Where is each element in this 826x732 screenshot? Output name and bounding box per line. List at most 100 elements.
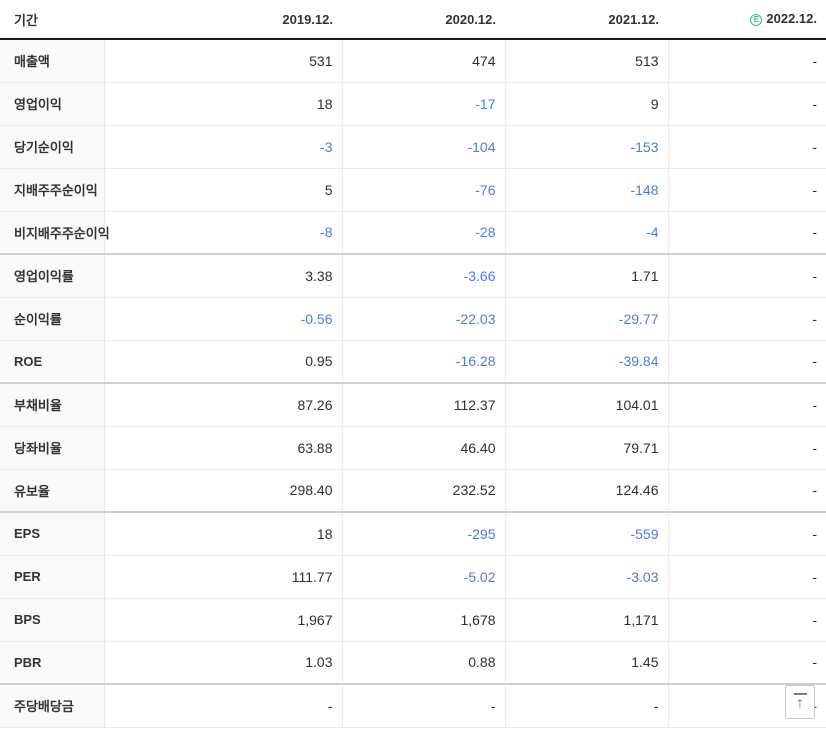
cell-value: 474 [341,39,505,82]
table-row: 지배주주순이익 5 -76 -148 - [0,168,826,211]
cell-value: 531 [104,39,342,82]
cell-value: 104.01 [504,383,668,426]
table-row: 순이익률 -0.56 -22.03 -29.77 - [0,297,826,340]
cell-value: 79.71 [504,426,668,469]
cell-value: -22.03 [341,297,505,340]
table-row: 영업이익 18 -17 9 - [0,82,826,125]
cell-value: 3.38 [104,254,342,297]
cell-value: 112.37 [341,383,505,426]
row-label: PBR [0,641,105,684]
cell-value: 1,967 [104,598,342,641]
cell-value: - [504,684,668,727]
cell-value: - [667,469,826,512]
table-row: 영업이익률 3.38 -3.66 1.71 - [0,254,826,297]
cell-value: -16.28 [341,340,505,383]
year-header-2022-label: 2022.12. [766,11,817,27]
cell-value: 124.46 [504,469,668,512]
cell-value: 18 [104,512,342,555]
cell-value: -4 [504,211,668,254]
year-header-2019: 2019.12. [104,0,342,40]
cell-value: - [104,684,342,727]
row-label: EPS [0,512,105,555]
cell-value: - [667,426,826,469]
cell-value: - [667,82,826,125]
cell-value: -29.77 [504,297,668,340]
table-row: 비지배주주순이익 -8 -28 -4 - [0,211,826,254]
cell-value: -76 [341,168,505,211]
cell-value: - [667,641,826,684]
cell-value: - [667,512,826,555]
row-label: 순이익률 [0,297,105,340]
cell-value: -3.66 [341,254,505,297]
cell-value: - [341,684,505,727]
row-label: 영업이익률 [0,254,105,297]
table-row: PBR 1.03 0.88 1.45 - [0,641,826,684]
year-header-2022: E 2022.12. [668,0,826,40]
table-row: BPS 1,967 1,678 1,171 - [0,598,826,641]
cell-value: - [667,125,826,168]
cell-value: - [667,211,826,254]
row-label: PER [0,555,105,598]
cell-value: - [667,598,826,641]
row-label: 비지배주주순이익 [0,211,110,254]
row-label: 당기순이익 [0,125,105,168]
cell-value: -3 [104,125,342,168]
year-header-2020: 2020.12. [342,0,505,40]
row-label: 지배주주순이익 [0,168,105,211]
row-label: BPS [0,598,105,641]
row-label: 유보율 [0,469,105,512]
cell-value: - [667,383,826,426]
cell-value: -104 [341,125,505,168]
cell-value: 232.52 [341,469,505,512]
row-label: 부채비율 [0,383,105,426]
cell-value: 5 [104,168,342,211]
cell-value: 111.77 [104,555,342,598]
cell-value: -3.03 [504,555,668,598]
cell-value: -28 [341,211,505,254]
period-column-header: 기간 [0,0,104,40]
cell-value: - [667,555,826,598]
table-row: 주당배당금 - - - - [0,684,826,727]
year-header-2021: 2021.12. [505,0,668,40]
table-row: 매출액 531 474 513 - [0,39,826,82]
row-label: 영업이익 [0,82,105,125]
scroll-top-arrow-icon: ↑ [796,694,804,712]
table-row: 부채비율 87.26 112.37 104.01 - [0,383,826,426]
table-row: ROE 0.95 -16.28 -39.84 - [0,340,826,383]
cell-value: -148 [504,168,668,211]
cell-value: - [667,297,826,340]
cell-value: 63.88 [104,426,342,469]
cell-value: -5.02 [341,555,505,598]
cell-value: -0.56 [104,297,342,340]
table-header-row: 기간 2019.12. 2020.12. 2021.12. E 2022.12. [0,0,826,40]
cell-value: - [667,254,826,297]
cell-value: 1.45 [504,641,668,684]
scroll-to-top-button[interactable]: ↑ [785,685,815,719]
cell-value: -8 [104,211,342,254]
table-row: PER 111.77 -5.02 -3.03 - [0,555,826,598]
cell-value: 46.40 [341,426,505,469]
cell-value: 1.71 [504,254,668,297]
cell-value: 0.88 [341,641,505,684]
cell-value: 9 [504,82,668,125]
cell-value: 0.95 [104,340,342,383]
table-row: EPS 18 -295 -559 - [0,512,826,555]
cell-value: -39.84 [504,340,668,383]
cell-value: 513 [504,39,668,82]
cell-value: 298.40 [104,469,342,512]
row-label: ROE [0,340,105,383]
cell-value: - [667,340,826,383]
cell-value: 1,171 [504,598,668,641]
cell-value: -295 [341,512,505,555]
cell-value: - [667,39,826,82]
cell-value: -153 [504,125,668,168]
cell-value: - [667,168,826,211]
row-label: 주당배당금 [0,684,105,727]
cell-value: 1,678 [341,598,505,641]
table-row: 유보율 298.40 232.52 124.46 - [0,469,826,512]
cell-value: 1.03 [104,641,342,684]
table-row: 당좌비율 63.88 46.40 79.71 - [0,426,826,469]
row-label: 매출액 [0,39,105,82]
estimate-icon: E [750,13,763,26]
